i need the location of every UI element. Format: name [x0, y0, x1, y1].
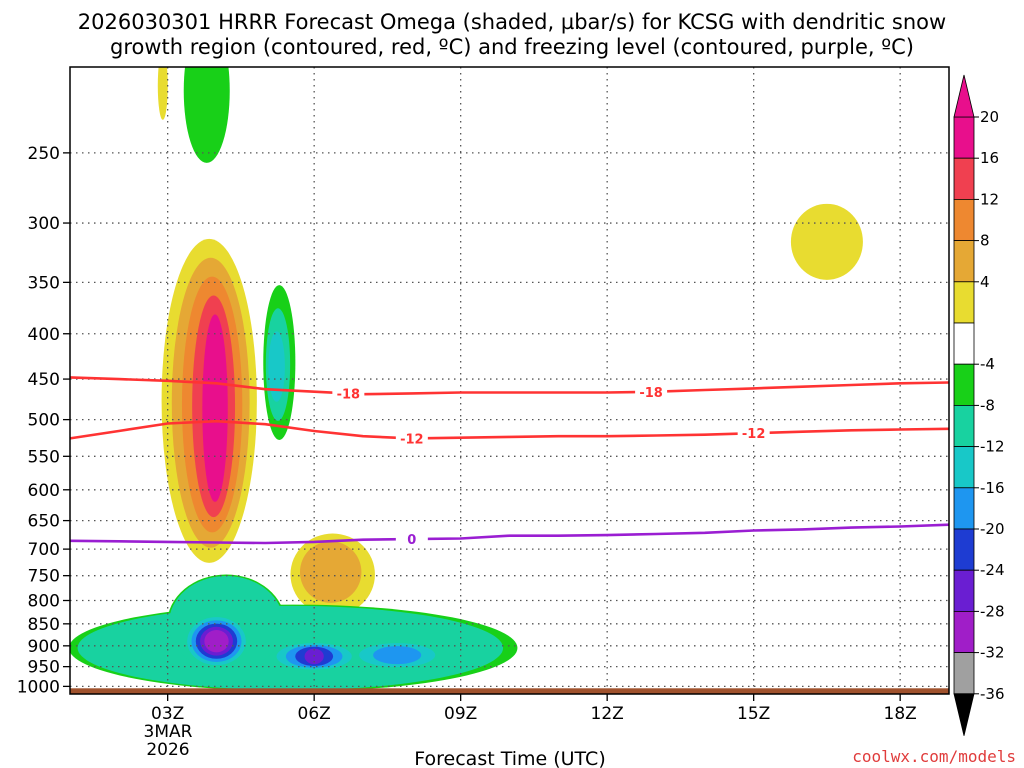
colorbar-bin-4-8 — [953, 281, 975, 324]
colorbar-label--36: -36 — [980, 685, 1005, 703]
colorbar-upper-arrow — [953, 74, 975, 118]
y-tick-label-950: 950 — [28, 658, 60, 678]
contour-label-bg-freezing-level-0 — [395, 531, 428, 548]
colorbar-label-4: 4 — [980, 273, 990, 291]
contour-label-dgz-minus-12-0: -12 — [400, 432, 424, 447]
y-tick-label-700: 700 — [28, 540, 60, 560]
x-tick-label-15Z: 15Z — [737, 704, 770, 724]
contour-label-bg-dgz-minus-12-0 — [395, 430, 428, 447]
x-tick-label-03Z: 03Z — [151, 704, 184, 724]
y-tick-label-850: 850 — [28, 615, 60, 635]
colorbar-label--24: -24 — [980, 561, 1005, 579]
colorbar-bin-20-24 — [953, 116, 975, 159]
colorbar-bin-16-20 — [953, 157, 975, 200]
contour-label-bg-dgz-minus-12-1 — [737, 425, 770, 442]
y-tick-label-300: 300 — [28, 214, 60, 234]
contour-label-dgz-minus-18-1: -18 — [639, 386, 663, 401]
colorbar-label-8: 8 — [980, 232, 990, 250]
colorbar-label--28: -28 — [980, 602, 1005, 620]
omega-sinking-mid-level--12 — [268, 331, 285, 402]
colorbar-bin--4-4 — [953, 322, 975, 365]
colorbar-bin--32--28 — [953, 611, 975, 654]
y-tick-label-600: 600 — [28, 481, 60, 501]
colorbar-label--12: -12 — [980, 438, 1005, 456]
contour-freezing-level — [69, 523, 950, 545]
chart-title-line-1: 2026030301 HRRR Forecast Omega (shaded, … — [78, 10, 946, 34]
x-tick-label-12Z: 12Z — [591, 704, 624, 724]
contour-label-dgz-minus-12-1: -12 — [742, 427, 766, 442]
colorbar-bin--12--8 — [953, 404, 975, 447]
omega-low-core-level--28 — [204, 629, 229, 653]
colorbar-bin--8--4 — [953, 363, 975, 406]
colorbar-bin-12-16 — [953, 198, 975, 241]
y-tick-label-550: 550 — [28, 447, 60, 467]
chart-title-line-2: growth region (contoured, red, ºC) and f… — [110, 35, 914, 59]
contour-label-freezing-level-0: 0 — [407, 533, 416, 548]
y-tick-label-250: 250 — [28, 144, 60, 164]
plot-frame — [69, 66, 950, 695]
contour-dgz-minus-12 — [69, 419, 950, 440]
y-tick-label-450: 450 — [28, 370, 60, 390]
y-tick-label-1000: 1000 — [17, 677, 60, 697]
x-date-year: 2026 — [146, 740, 189, 760]
y-tick-label-400: 400 — [28, 325, 60, 345]
y-tick-label-650: 650 — [28, 512, 60, 532]
colorbar-bin--36--32 — [953, 652, 975, 695]
colorbar-bin--24--20 — [953, 528, 975, 571]
y-tick-label-800: 800 — [28, 592, 60, 612]
omega-shading — [70, 67, 863, 692]
colorbar-label-12: 12 — [980, 190, 999, 208]
y-tick-label-350: 350 — [28, 273, 60, 293]
colorbar-bin--16--12 — [953, 446, 975, 489]
y-axis: 2503003504004505005506006507007508008509… — [17, 144, 70, 697]
omega-rising-mid-level-8 — [299, 541, 362, 603]
colorbar-lower-arrow — [953, 693, 975, 736]
omega-sinking-upper-left-level--4 — [183, 67, 230, 163]
omega-rising-upper-right-level-4 — [790, 203, 863, 280]
contour-dgz-minus-18 — [69, 376, 950, 396]
y-tick-label-900: 900 — [28, 637, 60, 657]
colorbar-bin--28--24 — [953, 569, 975, 612]
colorbar-label--4: -4 — [980, 355, 995, 373]
colorbar-label-16: 16 — [980, 149, 999, 167]
x-tick-label-06Z: 06Z — [298, 704, 331, 724]
credit-link[interactable]: coolwx.com/models — [852, 747, 1016, 766]
x-tick-label-18Z: 18Z — [884, 704, 917, 724]
omega-low3-core-level--16 — [373, 646, 422, 665]
x-date-month: 3MAR — [144, 722, 193, 742]
ground-surface — [70, 688, 949, 694]
x-axis-label: Forecast Time (UTC) — [414, 748, 605, 768]
colorbar-label--16: -16 — [980, 479, 1005, 497]
y-tick-label-750: 750 — [28, 567, 60, 587]
x-tick-label-09Z: 09Z — [444, 704, 477, 724]
colorbar-bin-8-12 — [953, 240, 975, 283]
contour-label-bg-dgz-minus-18-1 — [635, 383, 668, 400]
grid — [70, 67, 949, 694]
y-tick-label-500: 500 — [28, 411, 60, 431]
colorbar-bin--20--16 — [953, 487, 975, 530]
colorbar-label--8: -8 — [980, 396, 995, 414]
colorbar: 20 16 12 8 4 -4 -8 -12 -16 -20 -24 -28 -32 -36 — [953, 74, 1005, 736]
contours: -18 -18 -12 -12 0 — [69, 376, 950, 548]
colorbar-label--20: -20 — [980, 520, 1005, 538]
omega-rising-core-level-20 — [202, 314, 228, 502]
colorbar-label--32: -32 — [980, 644, 1005, 662]
omega-rising-upper-thin-level-4 — [157, 67, 168, 120]
colorbar-label-20: 20 — [980, 108, 999, 126]
x-axis: 03Z 06Z 09Z 12Z 15Z 18Z — [151, 694, 917, 724]
contour-label-bg-dgz-minus-18-0 — [332, 385, 365, 402]
contour-label-dgz-minus-18-0: -18 — [337, 387, 361, 402]
